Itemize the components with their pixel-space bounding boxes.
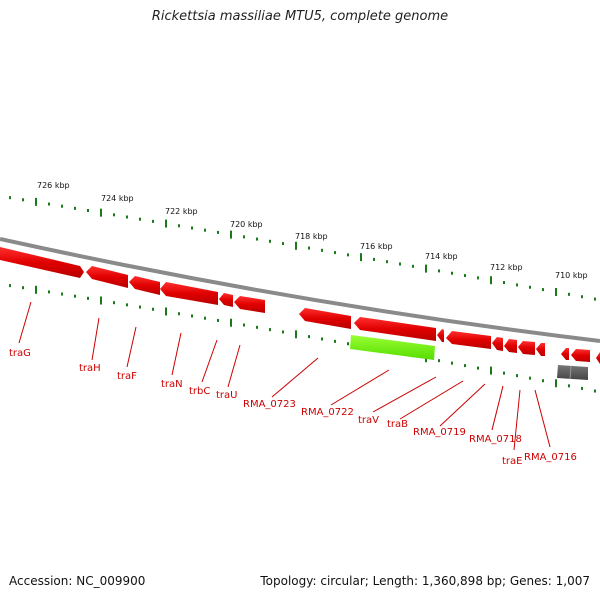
gene-label[interactable]: traN <box>161 379 183 390</box>
gene-arrow[interactable] <box>354 317 436 341</box>
gene-label[interactable]: traE <box>502 456 522 467</box>
scale-ticks <box>9 196 596 301</box>
gene-arrow[interactable] <box>446 331 491 349</box>
genome-summary-text: Topology: circular; Length: 1,360,898 bp… <box>260 574 590 588</box>
scale-label: 712 kbp <box>490 263 523 272</box>
scale-label: 722 kbp <box>165 207 198 216</box>
gene-arrow[interactable] <box>536 343 545 356</box>
scale-label: 720 kbp <box>230 220 263 229</box>
gene-arrow[interactable] <box>596 352 600 364</box>
rna-feature[interactable] <box>557 365 588 380</box>
gene-label[interactable]: traV <box>358 415 379 426</box>
gene-label[interactable]: RMA_0719 <box>413 427 466 438</box>
scale-label: 726 kbp <box>37 181 70 190</box>
gene-arrow[interactable] <box>437 329 444 342</box>
gene-arrow[interactable] <box>504 339 517 353</box>
genome-backbone <box>0 237 600 343</box>
gene-arrow[interactable] <box>86 266 128 288</box>
gene-label[interactable]: traH <box>79 363 101 374</box>
highlighted-feature[interactable] <box>350 335 435 360</box>
gene-arrow[interactable] <box>571 349 590 362</box>
gene-label[interactable]: traU <box>216 390 237 401</box>
accession-text: Accession: NC_009900 <box>9 574 146 588</box>
gene-label[interactable]: RMA_0716 <box>524 452 577 463</box>
scale-label: 714 kbp <box>425 252 458 261</box>
gene-arrow[interactable] <box>234 296 265 313</box>
rna-feature-divider <box>569 365 572 380</box>
gene-features <box>0 247 600 364</box>
scale-label: 724 kbp <box>101 194 134 203</box>
gene-arrow[interactable] <box>492 337 503 351</box>
gene-label[interactable]: traB <box>387 419 408 430</box>
scale-label: 716 kbp <box>360 242 393 251</box>
gene-arrow[interactable] <box>299 308 351 329</box>
gene-arrow[interactable] <box>518 341 535 355</box>
scale-label: 710 kbp <box>555 271 588 280</box>
gene-arrow[interactable] <box>219 293 233 307</box>
map-title: Rickettsia massiliae MTU5, complete geno… <box>151 9 449 24</box>
gene-arrow[interactable] <box>129 276 160 295</box>
gene-label[interactable]: traG <box>9 348 31 359</box>
scale-label: 718 kbp <box>295 232 328 241</box>
gene-label[interactable]: RMA_0722 <box>301 407 354 418</box>
inner-ticks <box>9 284 596 393</box>
label-leaders <box>18 301 551 451</box>
gene-arrow[interactable] <box>561 348 569 360</box>
gene-label[interactable]: trbC <box>189 386 210 397</box>
gene-label[interactable]: traF <box>117 371 137 382</box>
gene-label[interactable]: RMA_0718 <box>469 434 522 445</box>
gene-arrow[interactable] <box>160 282 218 305</box>
gene-label[interactable]: RMA_0723 <box>243 399 296 410</box>
gene-arrow[interactable] <box>0 247 84 278</box>
